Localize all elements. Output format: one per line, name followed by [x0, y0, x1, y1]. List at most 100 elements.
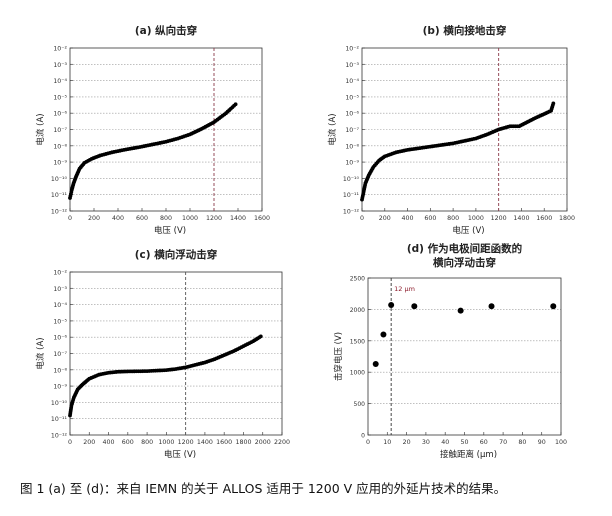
x-tick-label: 70: [499, 439, 507, 446]
chart-title: (d) 作为电极间距函数的: [407, 242, 522, 255]
x-tick-label: 50: [460, 439, 468, 446]
y-tick-label: 10⁻⁵: [53, 94, 67, 101]
y-tick-label: 10⁻⁶: [345, 111, 359, 118]
data-point: [258, 334, 263, 339]
chart-panel-3: (c) 横向浮动击穿 10⁻¹² 10⁻¹¹ 10⁻¹⁰ 10⁻⁹ 10⁻⁸ 10⁻⁷ 10⁻…: [35, 248, 290, 460]
x-tick-label: 1400: [513, 215, 529, 222]
x-tick-label: 1000: [182, 215, 198, 222]
y-axis-label: 电流 (A): [327, 113, 338, 145]
data-series-1: [372, 302, 557, 368]
x-tick-label: 1600: [254, 215, 270, 222]
x-tick-label: 600: [136, 215, 148, 222]
y-tick-label: 0: [361, 433, 365, 440]
chart-title: (b) 横向接地击穿: [423, 24, 507, 37]
x-axis-label: 电压 (V): [452, 225, 484, 236]
y-tick-label: 10⁻¹⁰: [51, 176, 68, 183]
x-tick-label: 400: [112, 215, 124, 222]
x-tick-label: 1200: [206, 215, 222, 222]
y-tick-label: 10⁻²: [53, 46, 67, 53]
data-series-1: [68, 102, 238, 200]
y-tick-label: 10⁻¹⁰: [51, 400, 68, 407]
data-point: [388, 302, 395, 309]
plot-frame: [69, 47, 263, 212]
data-point: [233, 102, 238, 107]
y-axis-label: 电流 (A): [35, 113, 46, 145]
data-series-1: [68, 334, 263, 418]
y-tick-label: 10⁻⁸: [345, 143, 359, 150]
x-tick-label: 1800: [235, 439, 251, 446]
y-tick-label: 10⁻⁹: [345, 160, 359, 167]
x-tick-label: 40: [441, 439, 449, 446]
y-tick-label: 10⁻¹¹: [51, 416, 68, 423]
y-tick-label: 10⁻¹¹: [51, 192, 68, 199]
plot-frame: [69, 271, 283, 436]
y-tick-label: 10⁻⁷: [53, 127, 67, 134]
x-tick-label: 2200: [274, 439, 290, 446]
x-tick-label: 2000: [255, 439, 271, 446]
chart-title: (c) 横向浮动击穿: [135, 248, 217, 261]
x-tick-label: 0: [68, 215, 72, 222]
data-point: [380, 331, 387, 338]
reference-annotation: 12 μm: [394, 285, 415, 293]
y-tick-label: 10⁻⁴: [53, 302, 67, 309]
y-tick-label: 2500: [350, 276, 365, 283]
data-point: [551, 101, 556, 106]
y-tick-label: 10⁻³: [53, 286, 67, 293]
x-tick-label: 1600: [216, 439, 232, 446]
x-tick-label: 1200: [491, 215, 507, 222]
data-series-1: [360, 101, 556, 202]
x-tick-label: 1400: [197, 439, 213, 446]
x-axis-label: 接触距离 (μm): [440, 449, 497, 460]
x-tick-label: 1600: [536, 215, 552, 222]
x-tick-label: 1000: [468, 215, 484, 222]
x-tick-label: 600: [424, 215, 436, 222]
y-tick-label: 500: [354, 401, 366, 408]
plot-frame: [361, 47, 568, 212]
x-tick-label: 90: [538, 439, 546, 446]
chart-title-line2: 横向浮动击穿: [433, 256, 496, 269]
y-axis-label: 电流 (A): [35, 337, 46, 369]
figure-caption: 图 1 (a) 至 (d)：来自 IEMN 的关于 ALLOS 适用于 1200…: [20, 481, 507, 496]
x-tick-label: 200: [83, 439, 95, 446]
y-tick-label: 10⁻⁶: [53, 111, 67, 118]
y-tick-label: 10⁻²: [53, 270, 67, 277]
x-tick-label: 200: [379, 215, 391, 222]
y-tick-label: 10⁻¹²: [51, 209, 68, 216]
y-tick-label: 10⁻⁹: [53, 160, 67, 167]
y-tick-label: 10⁻³: [53, 62, 67, 69]
y-tick-label: 10⁻⁸: [53, 143, 67, 150]
x-tick-label: 600: [122, 439, 134, 446]
chart-title: (a) 纵向击穿: [135, 24, 197, 37]
chart-panel-1: (a) 纵向击穿 10⁻¹² 10⁻¹¹ 10⁻¹⁰ 10⁻⁹ 10⁻⁸ 10⁻⁷ 10⁻⁶ 1…: [35, 24, 270, 236]
plot-frame: [367, 277, 562, 436]
y-tick-label: 2000: [350, 307, 365, 314]
y-tick-label: 10⁻¹⁰: [343, 176, 360, 183]
x-tick-label: 800: [447, 215, 459, 222]
x-tick-label: 800: [160, 215, 172, 222]
y-tick-label: 10⁻³: [345, 62, 359, 69]
x-tick-label: 100: [555, 439, 567, 446]
data-point: [550, 303, 557, 310]
y-tick-label: 10⁻⁵: [53, 318, 67, 325]
y-tick-label: 10⁻⁴: [53, 78, 67, 85]
data-point: [411, 303, 418, 310]
chart-panel-2: (b) 横向接地击穿 10⁻¹² 10⁻¹¹ 10⁻¹⁰ 10⁻⁹ 10⁻⁸ 10⁻⁷ 10⁻…: [327, 24, 575, 236]
x-tick-label: 1400: [230, 215, 246, 222]
x-axis-label: 电压 (V): [164, 449, 196, 460]
y-tick-label: 10⁻¹²: [343, 209, 360, 216]
y-tick-label: 10⁻⁷: [53, 351, 67, 358]
data-point: [457, 307, 464, 314]
y-tick-label: 10⁻⁷: [345, 127, 359, 134]
y-tick-label: 10⁻⁸: [53, 367, 67, 374]
x-axis-label: 电压 (V): [154, 225, 186, 236]
x-tick-label: 20: [403, 439, 411, 446]
y-tick-label: 1000: [350, 370, 365, 377]
y-tick-label: 10⁻¹¹: [343, 192, 360, 199]
y-axis-label: 击穿电压 (V): [333, 332, 344, 381]
y-tick-label: 10⁻⁵: [345, 94, 359, 101]
x-tick-label: 0: [68, 439, 72, 446]
data-point: [372, 361, 379, 368]
y-tick-label: 1500: [350, 338, 365, 345]
